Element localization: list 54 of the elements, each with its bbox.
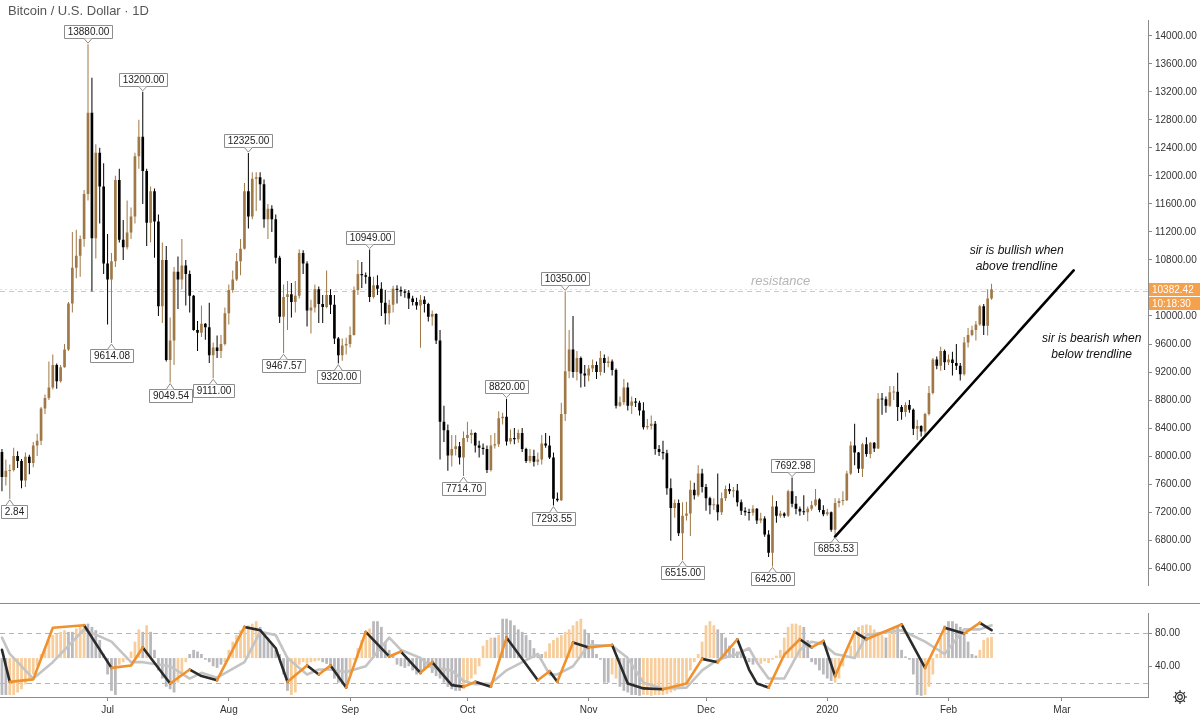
y-tick-label: 6400.00 xyxy=(1155,561,1192,573)
ref-line-label: resistance xyxy=(751,272,811,288)
y-tick-label: 7600.00 xyxy=(1155,477,1192,489)
annotation: 7293.55 xyxy=(535,513,573,525)
annotation: 10350.00 xyxy=(544,273,587,285)
y-tick-label: 11200.00 xyxy=(1155,225,1197,237)
y-tick-label: 12400.00 xyxy=(1155,141,1198,153)
annotation: 9320.00 xyxy=(320,371,358,383)
chart-title: Bitcoin / U.S. Dollar · 1D xyxy=(8,3,149,18)
y-tick-label: 8800.00 xyxy=(1155,393,1192,405)
annotation: 12325.00 xyxy=(227,135,270,147)
annotation: 6425.00 xyxy=(754,573,792,585)
annotation: 9614.08 xyxy=(93,350,131,362)
y-tick-label: 6800.00 xyxy=(1155,533,1192,545)
annotation: 13200.00 xyxy=(122,74,165,86)
y-tick-label: 80.00 xyxy=(1155,627,1181,639)
y-tick-label: 10800.00 xyxy=(1155,253,1198,265)
y-tick-label: 9200.00 xyxy=(1155,365,1192,377)
annotation: sir is bullish when above trendline xyxy=(969,242,1065,273)
x-tick-label: Feb xyxy=(939,703,958,715)
annotation: 7714.70 xyxy=(445,483,483,495)
x-tick-label: 2020 xyxy=(816,703,839,715)
annotation: 6515.00 xyxy=(664,567,702,579)
text: 10:18:30 xyxy=(1152,297,1192,309)
annotation: 13880.00 xyxy=(67,26,110,38)
x-tick-label: Nov xyxy=(579,703,598,715)
annotation: 8820.00 xyxy=(488,381,526,393)
annotation: 7692.98 xyxy=(774,460,812,472)
annotation: 9111.00 xyxy=(196,385,232,397)
x-tick-label: Sep xyxy=(341,703,360,715)
x-tick-label: Jul xyxy=(101,703,114,715)
y-tick-label: 13600.00 xyxy=(1155,57,1198,69)
annotation: 6853.53 xyxy=(817,543,855,555)
y-tick-label: 8400.00 xyxy=(1155,421,1192,433)
x-tick-label: Aug xyxy=(219,703,238,715)
y-tick-label: 11600.00 xyxy=(1155,197,1197,209)
y-tick-label: 8000.00 xyxy=(1155,449,1192,461)
y-tick-label: 12000.00 xyxy=(1155,169,1198,181)
y-tick-label: 9600.00 xyxy=(1155,337,1192,349)
x-tick-label: Mar xyxy=(1053,703,1072,715)
annotation: 9049.54 xyxy=(152,390,190,402)
y-tick-label: 14000.00 xyxy=(1155,29,1198,41)
x-tick-label: Dec xyxy=(697,703,715,715)
annotation: 2.84 xyxy=(4,506,25,518)
ref-line-label: 10382.42 xyxy=(1152,283,1195,295)
annotation: 9467.57 xyxy=(265,360,303,372)
y-tick-label: 7200.00 xyxy=(1155,505,1192,517)
annotation: sir is bearish when below trendline xyxy=(1042,330,1142,361)
x-tick-label: Oct xyxy=(459,703,476,715)
y-tick-label: 10000.00 xyxy=(1155,309,1198,321)
y-tick-label: 40.00 xyxy=(1155,660,1181,672)
annotation: 10949.00 xyxy=(349,232,392,244)
y-tick-label: 12800.00 xyxy=(1155,113,1198,125)
y-tick-label: 13200.00 xyxy=(1155,85,1198,97)
